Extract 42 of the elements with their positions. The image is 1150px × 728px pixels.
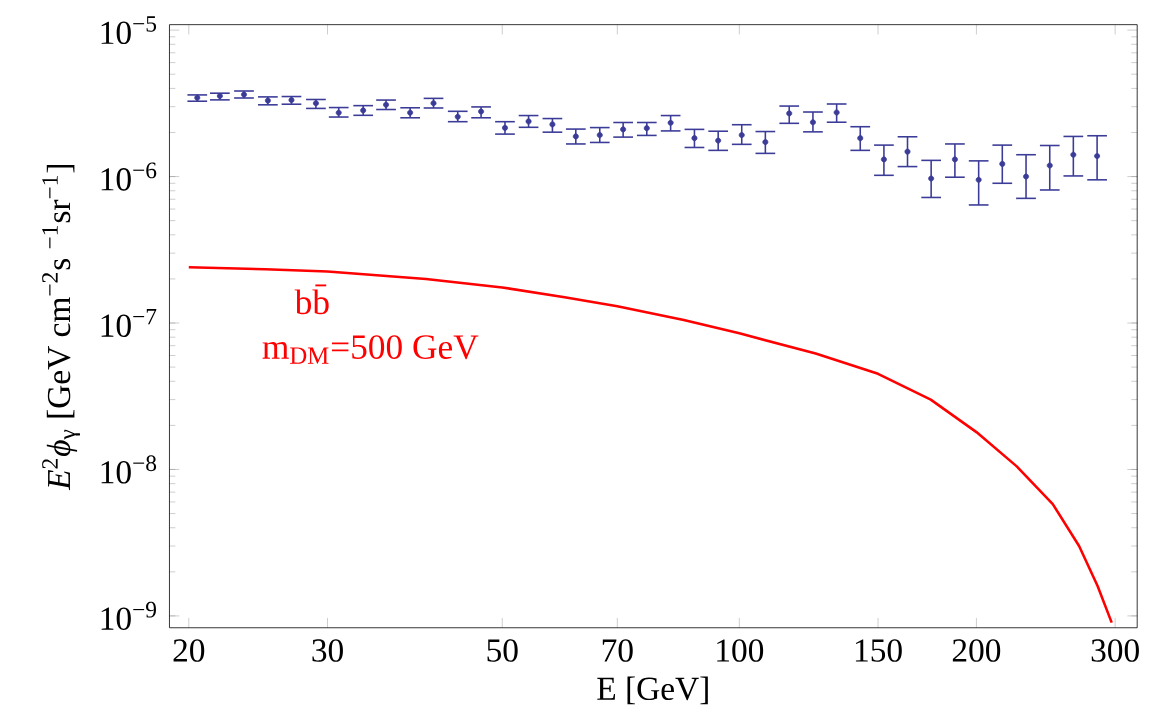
- annotation: bb̄: [294, 284, 329, 315]
- point: [762, 139, 769, 145]
- point: [857, 135, 864, 141]
- point: [596, 132, 603, 138]
- x-tick-label: 20: [173, 639, 205, 662]
- point: [999, 160, 1006, 167]
- x-axis-title: E [GeV]: [597, 676, 708, 705]
- y-tick-label: 10$^{−5}$: [101, 16, 157, 44]
- x-tick-label: 70: [602, 639, 633, 662]
- point: [502, 124, 508, 131]
- y-tick-label: 10$^{−9}$: [101, 601, 156, 630]
- x-tick-label: 300: [1091, 639, 1139, 662]
- x-tick-label: 50: [487, 639, 518, 662]
- point: [951, 156, 958, 163]
- y-tick-label: 10$^{−7}$: [101, 308, 157, 337]
- x-tick-label: 200: [952, 639, 1001, 662]
- point: [572, 133, 579, 140]
- text: E$^{2}$ϕ$_{γ}$ [GeV cm$^{−2}$s $^{−1}$sr$^{−1}$]: [42, 164, 81, 491]
- point: [1046, 162, 1053, 169]
- point: [715, 137, 722, 144]
- point: [1070, 151, 1077, 158]
- point: [833, 109, 840, 116]
- point: [643, 125, 650, 132]
- point: [975, 176, 982, 183]
- point: [904, 148, 911, 155]
- x-tick-label: 100: [717, 639, 764, 662]
- y-tick-label: 10$^{−6}$: [101, 162, 157, 191]
- x-tick-label: 150: [855, 639, 902, 662]
- point: [667, 119, 674, 126]
- point: [786, 110, 793, 117]
- point: [691, 135, 698, 141]
- point: [928, 175, 935, 182]
- point: [1023, 173, 1029, 180]
- point: [880, 156, 887, 163]
- x-tick-label: 30: [312, 639, 343, 662]
- point: [738, 132, 745, 138]
- point: [549, 121, 556, 128]
- y-tick-label: 10$^{−8}$: [101, 455, 157, 484]
- point: [809, 119, 816, 126]
- point: [620, 126, 627, 133]
- point: [1094, 153, 1101, 159]
- annotation: m$_{DM}$=500 GeV: [262, 335, 479, 364]
